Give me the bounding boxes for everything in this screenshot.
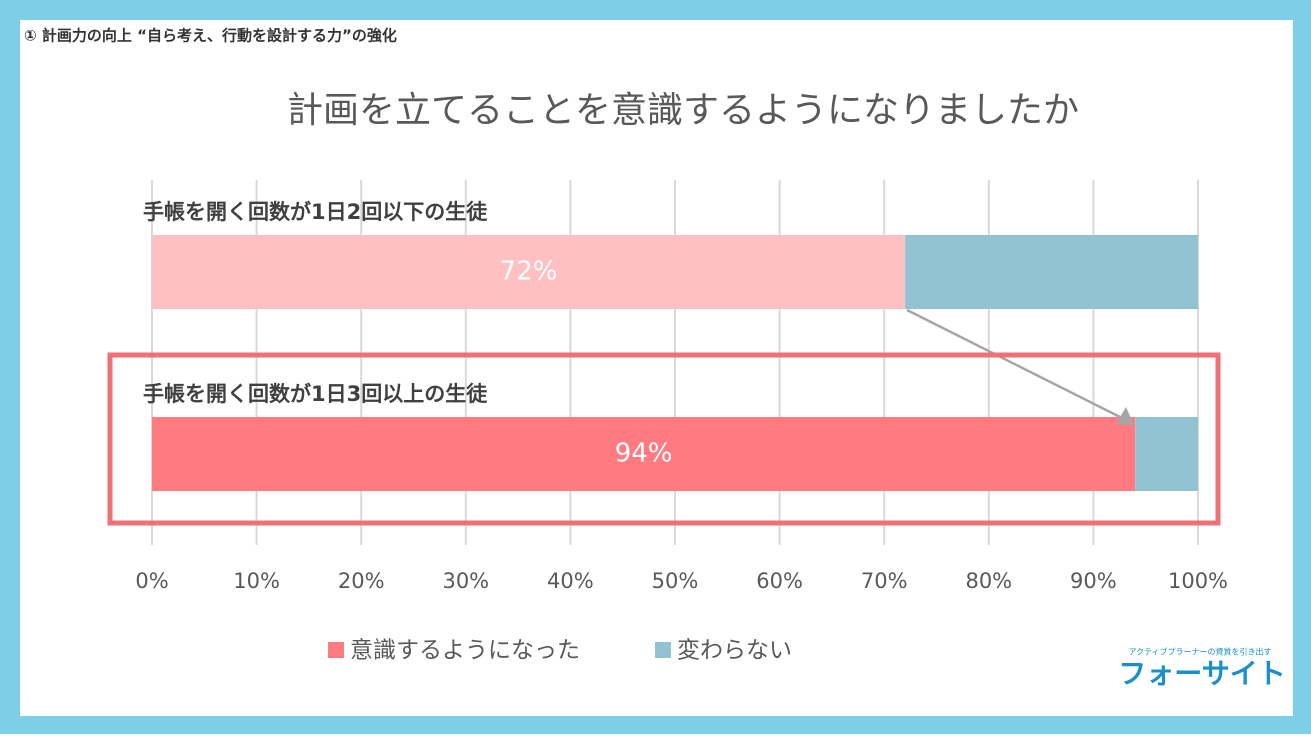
- chart-title: 計画を立てることを意識するようになりましたか: [287, 90, 1079, 131]
- legend-swatch: [328, 642, 344, 658]
- header-title: ① 計画力の向上 “自ら考え、行動を設計する力”の強化: [24, 27, 397, 45]
- value-label: 72%: [500, 257, 558, 287]
- bar-segment: [152, 235, 906, 309]
- category-label: 手帳を開く回数が1日2回以下の生徒: [143, 200, 488, 224]
- bar-segment: [1135, 417, 1198, 491]
- bars: 手帳を開く回数が1日2回以下の生徒 72% 手帳を開く回数が1日3回以上の生徒 94%: [143, 200, 1198, 491]
- legend-label: 意識するようになった: [350, 638, 580, 664]
- bar-segment: [905, 235, 1198, 309]
- x-tick-label: 10%: [233, 569, 280, 593]
- x-tick-label: 20%: [338, 569, 385, 593]
- bar-segment: [152, 417, 1136, 491]
- highlight-box: [107, 352, 1221, 526]
- x-tick-label: 60%: [756, 569, 803, 593]
- slide-area: [20, 20, 1293, 716]
- category-label: 手帳を開く回数が1日3回以上の生徒: [143, 382, 488, 406]
- arrow-head: [1116, 407, 1134, 425]
- x-tick-label: 50%: [652, 569, 699, 593]
- legend: 意識するようになった 変わらない: [328, 638, 792, 664]
- x-tick-label: 80%: [965, 569, 1012, 593]
- value-label: 94%: [615, 439, 673, 469]
- x-tick-label: 30%: [442, 569, 489, 593]
- x-tick-label: 40%: [547, 569, 594, 593]
- x-tick-label: 90%: [1070, 569, 1117, 593]
- x-tick-label: 70%: [861, 569, 908, 593]
- logo-tagline: アクティブプラーナーの資質を引き出す: [1128, 647, 1271, 657]
- legend-swatch: [655, 642, 671, 658]
- x-tick-label: 100%: [1168, 569, 1228, 593]
- arrow: [906, 308, 1125, 421]
- x-tick-label: 0%: [135, 569, 168, 593]
- legend-label: 変わらない: [677, 638, 792, 664]
- logo-name: フォーサイト: [1118, 657, 1285, 690]
